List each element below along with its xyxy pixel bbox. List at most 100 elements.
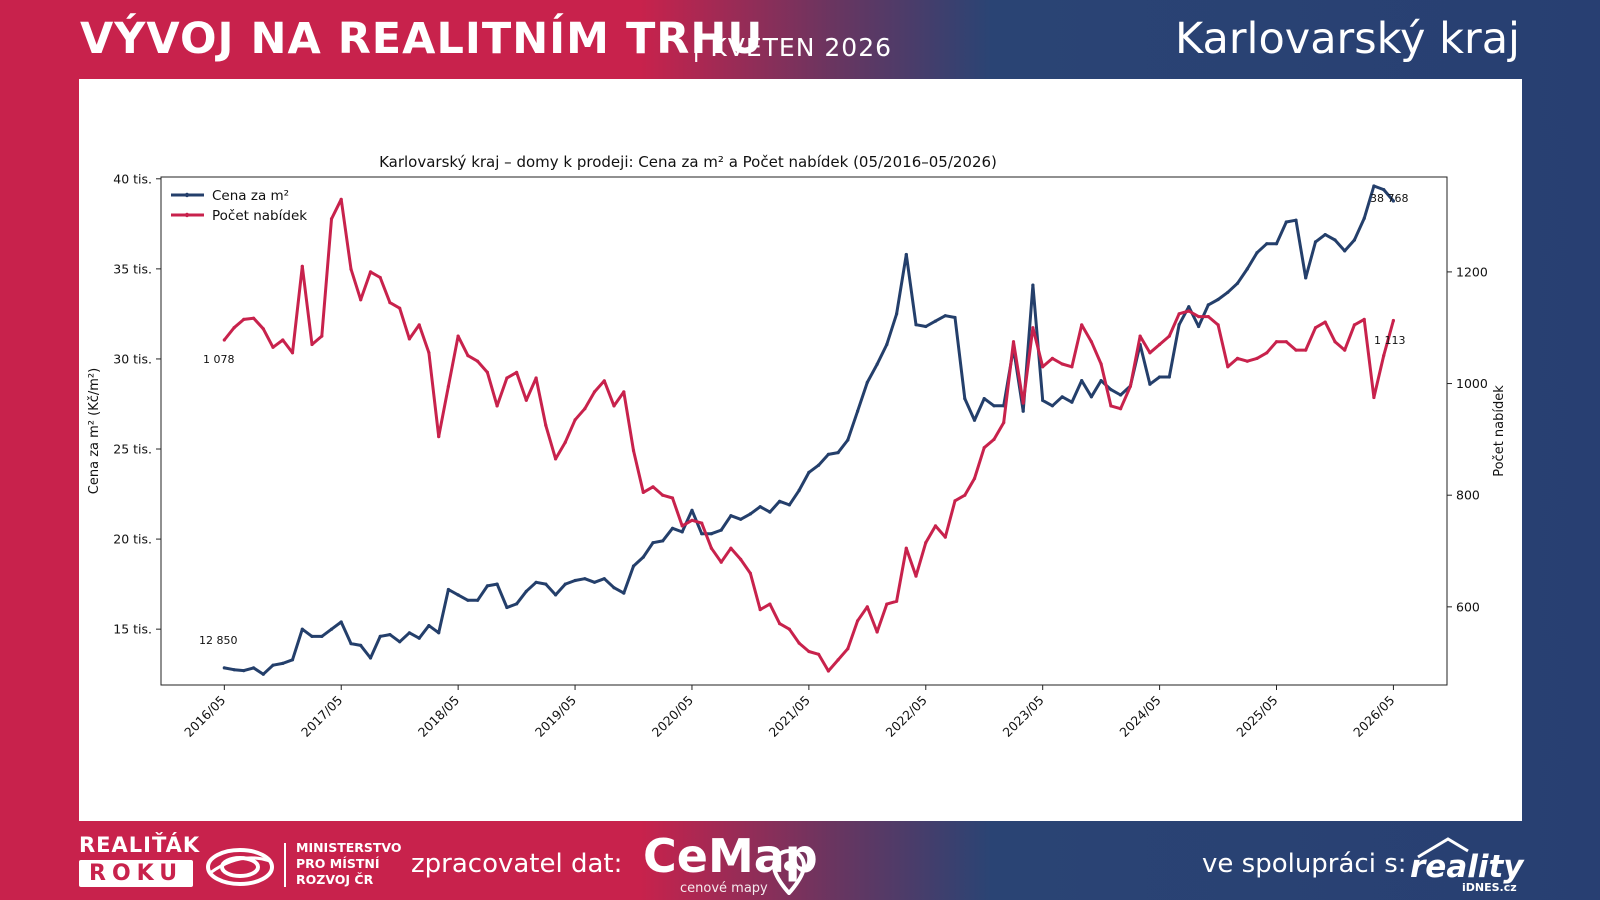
count-data-point xyxy=(495,404,499,408)
count-data-point xyxy=(290,351,295,355)
price-data-point xyxy=(300,627,304,631)
price-data-point xyxy=(982,397,986,401)
price-data-point xyxy=(524,589,528,593)
price-data-point xyxy=(515,602,519,606)
legend-price-marker xyxy=(184,192,190,198)
count-data-point xyxy=(544,423,548,427)
count-data-point xyxy=(320,334,324,338)
count-data-point xyxy=(924,541,928,545)
price-data-point xyxy=(476,598,480,602)
price-data-point xyxy=(320,634,324,639)
price-data-point xyxy=(261,672,265,676)
price-data-point xyxy=(1343,249,1347,253)
count-data-point xyxy=(1304,348,1308,352)
count-data-point xyxy=(261,327,265,331)
price-data-point xyxy=(1323,233,1327,237)
price-data-point xyxy=(1187,305,1191,309)
x-tick-label: 2026/05 xyxy=(1350,693,1397,740)
price-data-point xyxy=(349,642,353,646)
price-data-point xyxy=(797,488,801,492)
price-data-point xyxy=(378,634,382,639)
price-data-point xyxy=(826,452,831,456)
price-data-point xyxy=(719,528,723,532)
price-data-point xyxy=(485,584,489,588)
legend: Cena za m² Počet nabídek xyxy=(171,188,307,224)
count-data-point xyxy=(1148,351,1152,355)
count-data-point xyxy=(485,370,489,374)
price-data-point xyxy=(1382,188,1386,192)
count-data-point xyxy=(446,384,450,388)
cemap-logo-subtitle: cenové mapy xyxy=(680,881,768,896)
count-data-point xyxy=(982,446,986,450)
x-tick-label: 2016/05 xyxy=(181,693,228,740)
count-data-point xyxy=(680,524,684,528)
count-data-point xyxy=(778,622,782,626)
price-data-point xyxy=(592,580,597,584)
price-data-point xyxy=(768,510,772,514)
axis-ticks: 2016/05 2017/05 2018/05 2019/05 2020/05 2021/… xyxy=(113,171,1488,740)
count-data-point xyxy=(524,398,528,402)
price-data-point xyxy=(1031,283,1035,287)
count-data-point xyxy=(378,275,382,280)
price-data-point xyxy=(622,591,626,595)
count-data-point xyxy=(748,571,753,575)
price-data-point xyxy=(924,324,928,329)
x-tick-label: 2025/05 xyxy=(1233,693,1280,740)
x-tick-label: 2021/05 xyxy=(766,693,813,740)
price-data-point xyxy=(329,627,334,631)
count-data-point xyxy=(817,652,821,656)
count-data-point xyxy=(1323,320,1327,324)
price-data-point xyxy=(1099,379,1103,383)
price-data-point xyxy=(943,314,947,318)
price-data-point xyxy=(641,555,645,559)
chart-title: Karlovarský kraj – domy k prodeji: Cena … xyxy=(379,153,997,171)
count-data-point xyxy=(865,605,869,609)
price-data-point xyxy=(388,633,392,637)
x-tick-label: 2024/05 xyxy=(1116,693,1163,740)
price-data-point xyxy=(437,631,441,635)
price-data-point xyxy=(544,582,548,586)
count-data-point xyxy=(700,521,704,525)
count-series-line xyxy=(223,197,1395,673)
price-data-point xyxy=(232,668,236,672)
price-data-point xyxy=(690,508,694,512)
count-data-point xyxy=(787,627,792,631)
x-tick-label: 2020/05 xyxy=(649,693,696,740)
x-tick-label: 2018/05 xyxy=(415,693,462,740)
price-data-point xyxy=(271,663,275,667)
count-data-point xyxy=(768,602,772,606)
price-data-point xyxy=(1216,297,1220,302)
price-data-point xyxy=(1284,220,1288,224)
count-data-point xyxy=(1372,395,1376,400)
y-right-tick-label: 1000 xyxy=(1456,376,1488,391)
price-data-point xyxy=(1177,323,1181,327)
price-series-points xyxy=(222,184,1395,676)
count-data-point xyxy=(1235,356,1240,360)
count-data-point xyxy=(972,476,977,481)
count-data-point xyxy=(232,326,236,330)
footer: REALIŤÁK ROKU MINISTERSTVO PRO MÍSTNÍ RO… xyxy=(0,825,1600,900)
annotation-price-last: 38 768 xyxy=(1370,192,1409,205)
price-data-point xyxy=(1265,242,1269,246)
count-data-point xyxy=(1245,359,1249,363)
count-data-point xyxy=(953,499,957,503)
data-processor-label: zpracovatel dat: xyxy=(411,849,623,879)
partner-label: ve spolupráci s: xyxy=(1202,849,1407,879)
price-data-point xyxy=(602,577,606,581)
price-data-point xyxy=(680,530,684,534)
map-pin-icon xyxy=(772,849,806,895)
price-data-point xyxy=(700,532,704,536)
count-data-point xyxy=(1119,407,1123,411)
count-data-point xyxy=(1216,323,1220,327)
ministry-logo-text: MINISTERSTVO PRO MÍSTNÍ ROZVOJ ČR xyxy=(296,840,402,888)
price-data-point xyxy=(1060,395,1064,399)
price-data-point xyxy=(466,598,470,602)
realitak-roku-logo: REALIŤÁK ROKU xyxy=(79,833,200,887)
realitak-logo-line1: REALIŤÁK xyxy=(79,833,201,857)
price-data-point xyxy=(1313,240,1318,244)
plot-area xyxy=(160,176,1448,686)
price-data-point xyxy=(1167,375,1171,379)
price-data-point xyxy=(1089,395,1093,399)
x-tick-label: 2023/05 xyxy=(999,693,1046,740)
count-data-point xyxy=(622,390,626,394)
